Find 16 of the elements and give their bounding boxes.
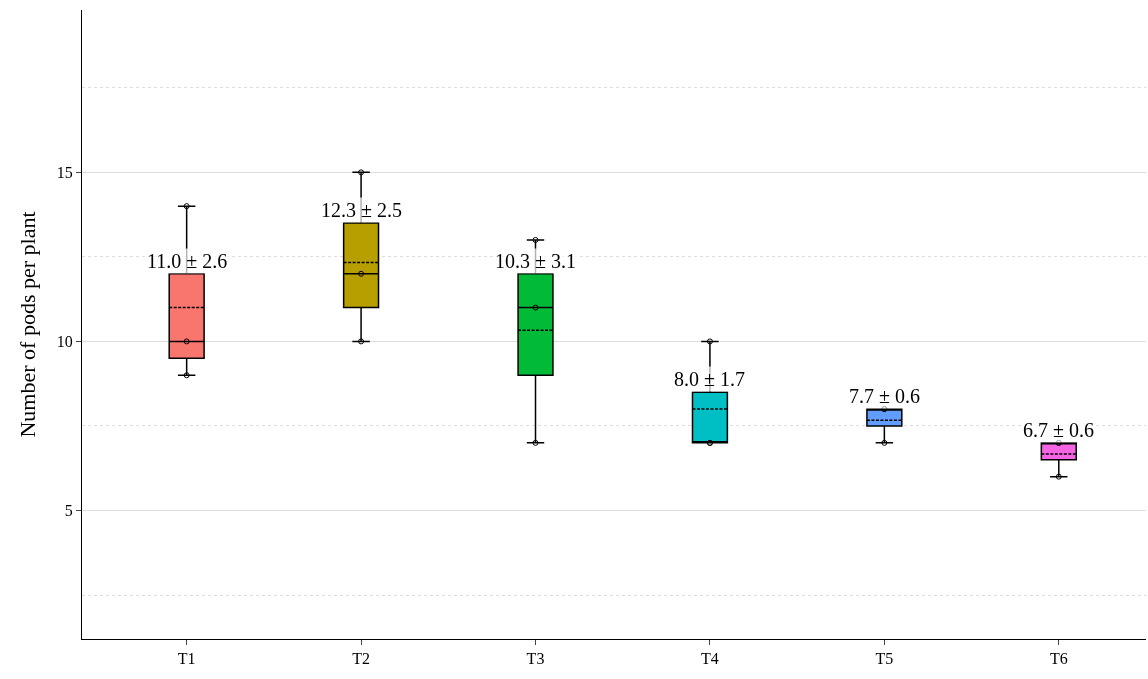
y-tick-label: 10: [56, 333, 73, 351]
y-axis-title: Number of pods per plant: [14, 211, 40, 438]
y-tick-label: 15: [56, 163, 73, 181]
x-tick-label: T2: [352, 650, 370, 668]
annotation: 10.3 ± 3.1: [495, 250, 576, 272]
x-tick-label: T5: [875, 650, 894, 668]
annotation: 8.0 ± 1.7: [674, 368, 745, 390]
x-tick-label: T3: [526, 650, 545, 668]
annotation: 12.3 ± 2.5: [321, 199, 402, 221]
annotation: 11.0 ± 2.6: [147, 250, 228, 272]
x-tick-label: T1: [177, 650, 196, 668]
y-tick-label: 5: [64, 502, 73, 520]
x-tick-label: T4: [701, 650, 719, 668]
annotation: 7.7 ± 0.6: [849, 385, 920, 407]
x-tick-label: T6: [1049, 650, 1068, 668]
annotation: 6.7 ± 0.6: [1023, 419, 1094, 441]
